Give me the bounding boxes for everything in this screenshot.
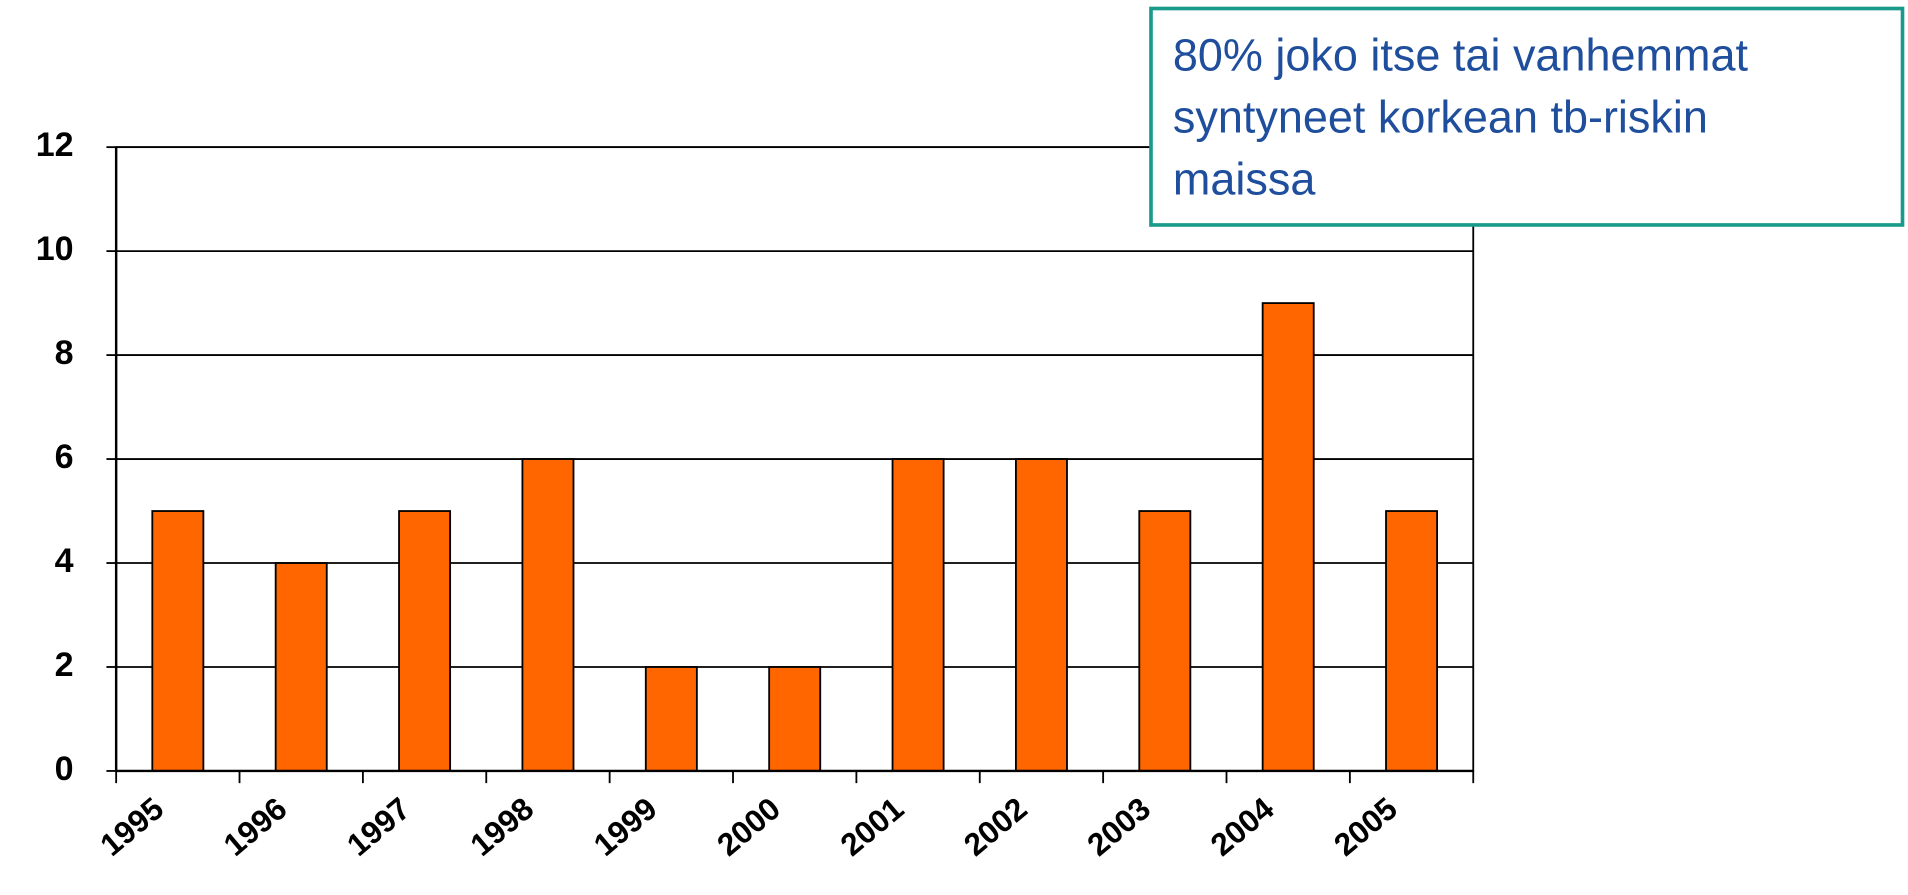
x-tick-label: 2000 — [710, 790, 787, 863]
x-tick-label: 1995 — [93, 790, 170, 863]
x-tick-label: 2002 — [957, 790, 1034, 863]
bar — [768, 666, 822, 772]
bar — [1138, 510, 1192, 772]
annotation-box — [1149, 6, 1905, 227]
bar — [1385, 510, 1439, 772]
x-tick-label: 2004 — [1204, 790, 1281, 863]
annotation-line: 80% joko itse tai vanhemmat — [1173, 30, 1749, 81]
x-tick-label: 2005 — [1327, 790, 1404, 863]
bar — [891, 458, 945, 772]
bar — [521, 458, 575, 772]
x-tick-label: 2001 — [833, 790, 910, 863]
bar — [1261, 302, 1315, 772]
x-tick-label: 2003 — [1080, 790, 1157, 863]
x-tick-label: 1999 — [587, 790, 664, 863]
y-tick-label: 12 — [36, 126, 74, 164]
y-tick-label: 6 — [55, 438, 74, 476]
y-tick-label: 2 — [55, 646, 74, 684]
x-tick-label: 1998 — [463, 790, 540, 863]
x-tick-label: 1997 — [340, 790, 417, 863]
bar — [274, 562, 328, 772]
annotation-line: maissa — [1173, 154, 1316, 205]
bar — [1014, 458, 1068, 772]
annotation-line: syntyneet korkean tb-riskin — [1173, 92, 1708, 143]
bar — [644, 666, 698, 772]
bar — [398, 510, 452, 772]
y-tick-label: 0 — [55, 750, 74, 788]
x-tick-label: 1996 — [217, 790, 294, 863]
y-tick-label: 10 — [36, 230, 74, 268]
y-tick-label: 8 — [55, 334, 74, 372]
bar — [151, 510, 205, 772]
y-tick-label: 4 — [55, 542, 74, 580]
